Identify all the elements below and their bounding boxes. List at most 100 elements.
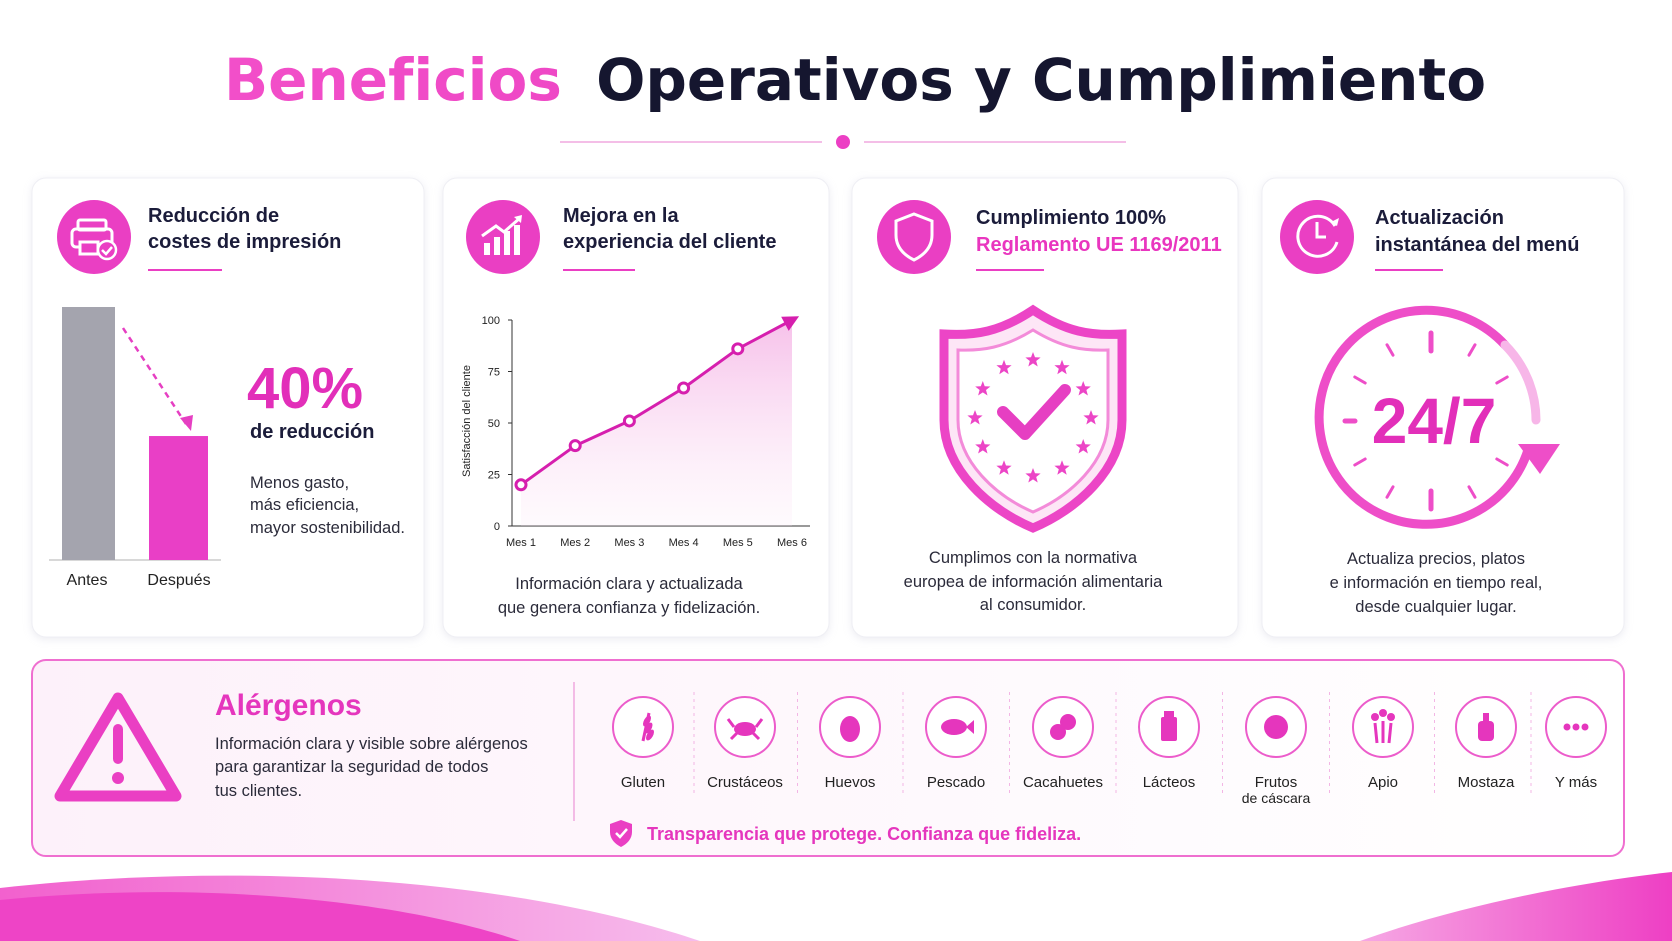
clock-tick (1385, 343, 1395, 357)
card-text: europea de información alimentaria (904, 573, 1163, 591)
icon (840, 716, 860, 742)
star (975, 381, 991, 396)
badge: 24/7 (1372, 385, 1497, 457)
icon (1060, 714, 1076, 730)
icon (1572, 723, 1580, 731)
clock-tick (1353, 457, 1367, 467)
y-tick-label: 75 (488, 367, 500, 379)
card-title: instantánea del menú (1375, 234, 1580, 256)
icon-eu-shield (877, 200, 951, 274)
icon (643, 715, 651, 727)
star (1054, 460, 1070, 475)
point (731, 342, 745, 356)
point-arrow (781, 316, 800, 331)
allergen-text: Información clara y visible sobre alérge… (215, 735, 528, 753)
clock-tick (1353, 375, 1367, 385)
card-text: más eficiencia, (250, 496, 359, 514)
clock (1314, 305, 1560, 529)
icon (1478, 721, 1494, 741)
card (31, 177, 425, 638)
icon (1371, 713, 1379, 721)
bar (62, 307, 115, 560)
card-title: costes de impresión (148, 231, 341, 253)
icon (941, 719, 967, 735)
icon (1387, 713, 1395, 721)
allergen-label: Y más (1555, 774, 1597, 791)
icon (734, 722, 756, 736)
point (514, 478, 528, 492)
star (1054, 359, 1070, 375)
wave (1360, 872, 1672, 941)
clock-tick (1495, 457, 1509, 467)
y-tick-label: 25 (488, 470, 500, 482)
allergen-label: Apio (1368, 774, 1398, 791)
icon-growth (466, 200, 540, 274)
icon (1563, 723, 1571, 731)
card-text: e información en tiempo real, (1330, 574, 1543, 592)
icon (726, 718, 764, 741)
star (1075, 439, 1091, 454)
icon (1483, 713, 1489, 721)
warning-icon (54, 692, 182, 802)
allergen-title: Alérgenos (215, 689, 362, 722)
x-tick-label: Antes (67, 572, 108, 589)
x-tick-label: Después (147, 572, 210, 589)
icon (1050, 724, 1066, 740)
stat: 40% (247, 356, 363, 421)
star (1083, 410, 1099, 425)
x-tick-label: Mes 5 (723, 537, 753, 549)
y-axis-label: Satisfacción del cliente (461, 365, 473, 477)
eu-shield (939, 304, 1127, 533)
card-text: Menos gasto, (250, 474, 349, 492)
y-tick-label: 100 (482, 315, 500, 327)
icon (1164, 711, 1174, 717)
star (1025, 468, 1041, 483)
card-text: Información clara y actualizada (515, 575, 743, 593)
clock-tick (1495, 375, 1509, 385)
allergen-label: Lácteos (1143, 774, 1196, 791)
icon (1379, 709, 1387, 717)
tagline-icon (610, 820, 632, 847)
icon (646, 729, 654, 741)
card-text: que genera confianza y fidelización. (498, 599, 760, 617)
icon-clock (1280, 200, 1354, 274)
allergen-text: tus clientes. (215, 782, 302, 800)
card-title: experiencia del cliente (563, 231, 776, 253)
stat-label: de reducción (250, 421, 374, 443)
allergen-circle (612, 696, 674, 758)
x-tick-label: Mes 2 (560, 537, 590, 549)
allergen-label: Huevos (825, 774, 876, 791)
icon (1264, 715, 1288, 739)
card-title: Cumplimiento 100% (976, 207, 1166, 229)
card-title: Reducción de (148, 205, 279, 227)
card-text: al consumidor. (980, 596, 1086, 614)
star (996, 460, 1012, 475)
allergen-label: Cacahuetes (1023, 774, 1103, 791)
allergen-label: de cáscara (1242, 790, 1311, 806)
point (568, 439, 582, 453)
allergen-label: Frutos (1255, 774, 1298, 791)
x-tick-label: Mes 1 (506, 537, 536, 549)
star (1075, 381, 1091, 396)
allergen-panel (31, 659, 1625, 857)
card-text: Cumplimos con la normativa (929, 549, 1138, 567)
wave (0, 892, 520, 941)
allergen-items: Gluten Crustáceos Huevos Pescado Cacahuetes L… (612, 692, 1607, 806)
allergen-label: Gluten (621, 774, 665, 791)
bar (149, 436, 208, 560)
icon (966, 720, 974, 734)
card-subtitle: Reglamento UE 1169/2011 (976, 234, 1222, 256)
tagline: Transparencia que protege. Confianza que… (647, 824, 1081, 844)
card-text: desde cualquier lugar. (1355, 598, 1516, 616)
y-tick-label: 50 (488, 418, 500, 430)
y-tick-label: 0 (494, 521, 500, 533)
star (1025, 352, 1041, 367)
star (975, 439, 991, 454)
icon (1581, 723, 1589, 731)
title-highlight: Beneficios (224, 46, 562, 114)
card-text: mayor sostenibilidad. (250, 519, 405, 537)
icon (1161, 717, 1177, 741)
icon (644, 722, 653, 734)
divider-dot (836, 135, 850, 149)
